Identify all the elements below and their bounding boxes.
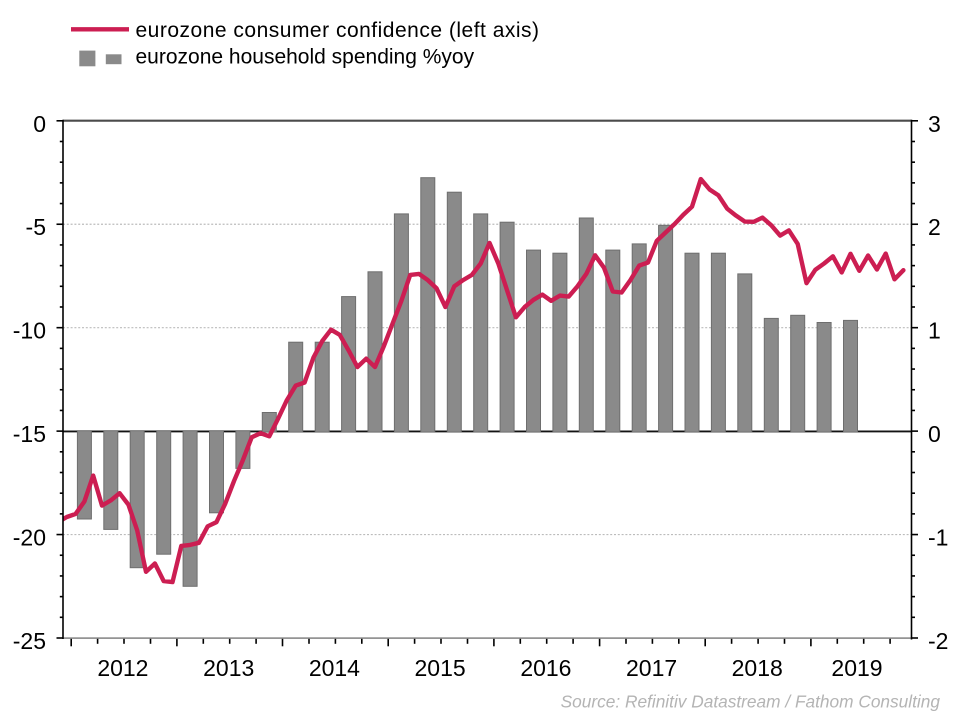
svg-text:2019: 2019 <box>831 655 882 681</box>
svg-text:eurozone consumer confidence (: eurozone consumer confidence (left axis) <box>136 19 540 42</box>
svg-text:Source: Refinitiv Datastream /: Source: Refinitiv Datastream / Fathom Co… <box>561 692 941 712</box>
svg-text:0: 0 <box>33 111 46 137</box>
svg-text:2016: 2016 <box>520 655 571 681</box>
svg-text:2014: 2014 <box>309 655 360 681</box>
svg-text:2012: 2012 <box>97 655 148 681</box>
svg-text:2013: 2013 <box>203 655 254 681</box>
svg-text:1: 1 <box>928 318 941 344</box>
svg-text:-25: -25 <box>13 628 46 654</box>
svg-text:0: 0 <box>928 421 941 447</box>
svg-text:-1: -1 <box>928 525 948 551</box>
svg-text:2018: 2018 <box>732 655 783 681</box>
svg-text:eurozone household spending %y: eurozone household spending %yoy <box>136 46 475 69</box>
svg-text:-10: -10 <box>13 318 46 344</box>
svg-text:2017: 2017 <box>626 655 677 681</box>
svg-text:2015: 2015 <box>415 655 466 681</box>
svg-text:3: 3 <box>928 111 941 137</box>
svg-text:-15: -15 <box>13 421 46 447</box>
svg-text:-20: -20 <box>13 525 46 551</box>
svg-text:-5: -5 <box>26 214 46 240</box>
svg-text:2: 2 <box>928 214 941 240</box>
svg-text:-2: -2 <box>928 628 948 654</box>
